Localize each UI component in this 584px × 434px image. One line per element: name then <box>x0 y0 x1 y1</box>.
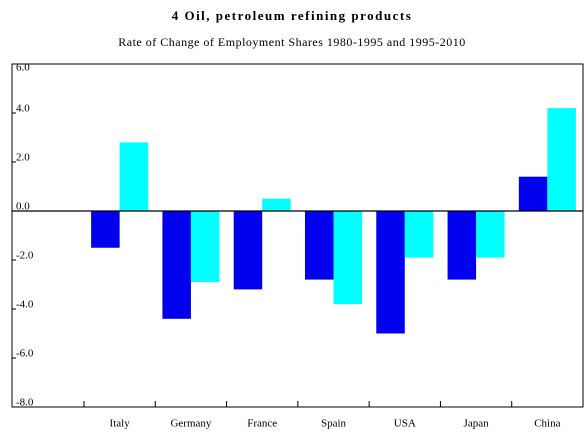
y-tick-label: 6.0 <box>16 62 30 74</box>
bar <box>190 211 220 283</box>
bar <box>304 211 334 280</box>
bar <box>262 198 291 211</box>
x-tick-label: China <box>534 418 560 430</box>
y-tick-label: -8.0 <box>16 397 34 409</box>
y-tick-label: 0.0 <box>16 201 30 213</box>
x-tick-label: Germany <box>170 418 211 430</box>
y-tick-label: -4.0 <box>16 299 34 311</box>
bar <box>518 176 548 211</box>
x-tick-label: USA <box>394 418 416 430</box>
bar <box>376 211 405 334</box>
y-tick-label: 4.0 <box>16 103 30 115</box>
bar <box>233 211 263 290</box>
y-tick-label: -2.0 <box>16 250 34 262</box>
bar <box>404 211 434 258</box>
bar <box>91 211 120 248</box>
x-tick-label: Spain <box>321 418 347 430</box>
bar <box>547 108 576 211</box>
chart-title: 4 Oil, petroleum refining products <box>172 8 413 23</box>
x-tick-label: Japan <box>464 418 490 430</box>
chart-subtitle: Rate of Change of Employment Shares 1980… <box>118 35 465 49</box>
x-tick-label: Italy <box>110 418 131 430</box>
y-tick-label: 2.0 <box>16 152 30 164</box>
bar <box>162 211 191 319</box>
y-tick-label: -6.0 <box>16 348 34 360</box>
x-tick-label: France <box>247 418 277 430</box>
bar <box>476 211 505 258</box>
bar <box>333 211 363 305</box>
bar <box>447 211 477 280</box>
bar <box>119 142 149 211</box>
